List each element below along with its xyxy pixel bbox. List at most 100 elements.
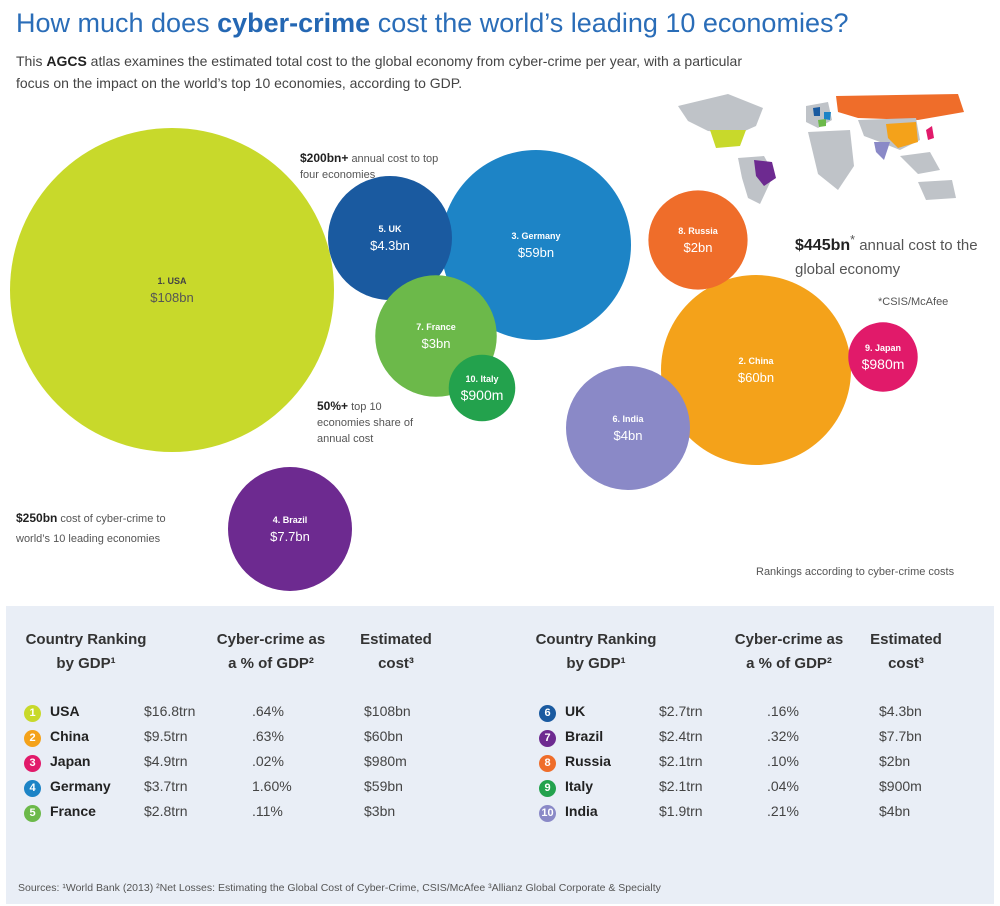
- sources-footnote: Sources: ¹World Bank (2013) ²Net Losses:…: [18, 882, 661, 894]
- estimated-cost-value: $7.7bn: [879, 728, 922, 744]
- estimated-cost-value: $4.3bn: [879, 703, 922, 719]
- col-header-ranking-right: Country Ranking by GDP¹: [535, 631, 657, 672]
- gdp-value: $1.9trn: [659, 803, 703, 819]
- col-header-cost: Estimated cost³: [360, 631, 432, 672]
- bubble-circle-italy: [448, 354, 516, 422]
- pct-gdp-value: .63%: [252, 728, 284, 744]
- pct-gdp-value: .32%: [767, 728, 799, 744]
- estimated-cost-value: $59bn: [364, 778, 403, 794]
- table-row: 2 China $9.5trn .63% $60bn: [24, 727, 464, 752]
- world-map: [678, 94, 964, 204]
- rank-badge: 7: [539, 730, 556, 747]
- rank-badge: 1: [24, 705, 41, 722]
- pct-gdp-value: .64%: [252, 703, 284, 719]
- pct-gdp-value: .11%: [252, 803, 283, 819]
- country-name: Japan: [50, 753, 91, 769]
- country-name: Italy: [565, 778, 594, 794]
- bubble-circle-usa: [10, 128, 334, 452]
- gdp-value: $2.1trn: [659, 778, 703, 794]
- gdp-value: $3.7trn: [144, 778, 188, 794]
- country-name: China: [50, 728, 89, 744]
- gdp-value: $2.4trn: [659, 728, 703, 744]
- country-name: UK: [565, 703, 586, 719]
- estimated-cost-value: $2bn: [879, 753, 911, 769]
- bubble-japan: 9. Japan $980m: [848, 322, 918, 392]
- bubble-circle-uk: [328, 176, 452, 300]
- table-row: 3 Japan $4.9trn .02% $980m: [24, 752, 464, 777]
- country-name: Russia: [565, 753, 611, 769]
- col-header-cost-right: Estimated cost³: [870, 631, 942, 672]
- bubble-value: $7.7bn: [270, 529, 310, 544]
- bubble-russia: 8. Russia $2bn: [648, 190, 748, 290]
- pct-gdp-value: .21%: [767, 803, 799, 819]
- bubble-germany: 3. Germany $59bn: [441, 150, 631, 340]
- bubble-value: $2bn: [684, 240, 713, 255]
- gdp-value: $9.5trn: [144, 728, 188, 744]
- col-header-ranking: Country Ranking by GDP¹: [25, 631, 147, 672]
- bubble-chart: 1. USA $108bn 2. China $60bn 3. Germany $59bn…: [10, 128, 918, 591]
- rank-badge: 5: [24, 805, 41, 822]
- bubble-value: $900m: [461, 387, 504, 403]
- bubble-value: $4.3bn: [370, 238, 410, 253]
- pct-gdp-value: .02%: [252, 753, 284, 769]
- col-header-pct: Cyber-crime as a % of GDP²: [216, 631, 326, 672]
- table-row: 6 UK $2.7trn .16% $4.3bn: [539, 702, 979, 727]
- bubble-circle-germany: [441, 150, 631, 340]
- pct-gdp-value: .16%: [767, 703, 799, 719]
- country-name: Germany: [50, 778, 111, 794]
- pct-gdp-value: .04%: [767, 778, 799, 794]
- bubble-label: 6. India: [612, 414, 644, 424]
- gdp-value: $2.8trn: [144, 803, 188, 819]
- country-name: France: [50, 803, 96, 819]
- estimated-cost-value: $900m: [879, 778, 922, 794]
- estimated-cost-value: $980m: [364, 753, 407, 769]
- table-row: 8 Russia $2.1trn .10% $2bn: [539, 752, 979, 777]
- bubble-value: $980m: [862, 356, 905, 372]
- bubble-label: 7. France: [416, 322, 456, 332]
- page-title: How much does cyber-crime cost the world…: [16, 8, 849, 38]
- bubble-value: $59bn: [518, 245, 554, 260]
- table-row: 7 Brazil $2.4trn .32% $7.7bn: [539, 727, 979, 752]
- bubble-brazil: 4. Brazil $7.7bn: [228, 467, 352, 591]
- table-row: 4 Germany $3.7trn 1.60% $59bn: [24, 777, 464, 802]
- ranking-note: Rankings according to cyber-crime costs: [756, 566, 955, 578]
- rank-badge: 10: [539, 805, 556, 822]
- bubble-label: 8. Russia: [678, 226, 719, 236]
- bubble-label: 10. Italy: [465, 374, 498, 384]
- bubble-label: 1. USA: [157, 276, 187, 286]
- bubble-value: $4bn: [614, 428, 643, 443]
- bubble-india: 6. India $4bn: [566, 366, 690, 490]
- annotation-global: $445bn* annual cost to the global econom…: [795, 233, 978, 278]
- bubble-value: $60bn: [738, 370, 774, 385]
- table-row: 1 USA $16.8trn .64% $108bn: [24, 702, 464, 727]
- gdp-value: $2.1trn: [659, 753, 703, 769]
- bubble-value: $3bn: [422, 336, 451, 351]
- table-row: 10 India $1.9trn .21% $4bn: [539, 802, 979, 827]
- rank-badge: 6: [539, 705, 556, 722]
- gdp-table: Country Ranking by GDP¹ Cyber-crime as a %…: [6, 606, 994, 904]
- bubble-circle-brazil: [228, 467, 352, 591]
- estimated-cost-value: $108bn: [364, 703, 411, 719]
- rank-badge: 9: [539, 780, 556, 797]
- country-name: Brazil: [565, 728, 604, 744]
- rank-badge: 3: [24, 755, 41, 772]
- annotation-share: 50%+ top 10 economies share of annual co…: [317, 399, 413, 445]
- bubble-circle-japan: [848, 322, 918, 392]
- estimated-cost-value: $3bn: [364, 803, 396, 819]
- bubble-china: 2. China $60bn: [661, 275, 851, 465]
- gdp-value: $4.9trn: [144, 753, 188, 769]
- annotation-leading: $250bn cost of cyber-crime to world’s 10…: [16, 511, 166, 545]
- bubble-label: 2. China: [738, 356, 774, 366]
- bubble-label: 3. Germany: [511, 231, 560, 241]
- page-subtitle: This AGCS atlas examines the estimated t…: [16, 53, 742, 91]
- country-name: USA: [50, 703, 80, 719]
- country-name: India: [565, 803, 598, 819]
- bubble-usa: 1. USA $108bn: [10, 128, 334, 452]
- bubble-value: $108bn: [150, 290, 193, 305]
- estimated-cost-value: $60bn: [364, 728, 403, 744]
- pct-gdp-value: .10%: [767, 753, 799, 769]
- table-row: 9 Italy $2.1trn .04% $900m: [539, 777, 979, 802]
- rank-badge: 2: [24, 730, 41, 747]
- rank-badge: 4: [24, 780, 41, 797]
- bubble-label: 9. Japan: [865, 343, 901, 353]
